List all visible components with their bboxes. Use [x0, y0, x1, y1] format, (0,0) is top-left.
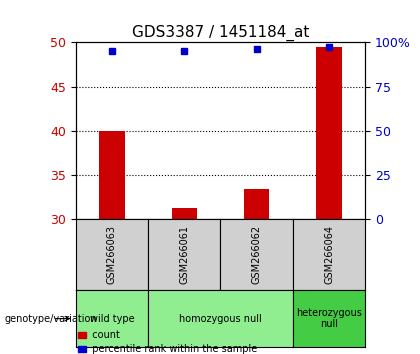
- Text: genotype/variation: genotype/variation: [4, 314, 97, 324]
- Bar: [172, 208, 197, 219]
- Bar: [78, 332, 86, 338]
- Text: wild type: wild type: [89, 314, 134, 324]
- Text: count: count: [86, 330, 120, 339]
- Text: heterozygous
null: heterozygous null: [296, 308, 362, 330]
- Title: GDS3387 / 1451184_at: GDS3387 / 1451184_at: [132, 25, 309, 41]
- Text: homozygous null: homozygous null: [179, 314, 262, 324]
- Bar: [244, 188, 269, 219]
- Text: GSM266061: GSM266061: [179, 225, 189, 284]
- Bar: [317, 47, 342, 219]
- Text: GSM266064: GSM266064: [324, 225, 334, 284]
- Bar: [78, 346, 86, 352]
- Text: percentile rank within the sample: percentile rank within the sample: [86, 344, 257, 354]
- Text: GSM266062: GSM266062: [252, 225, 262, 285]
- Text: GSM266063: GSM266063: [107, 225, 117, 284]
- Bar: [99, 131, 124, 219]
